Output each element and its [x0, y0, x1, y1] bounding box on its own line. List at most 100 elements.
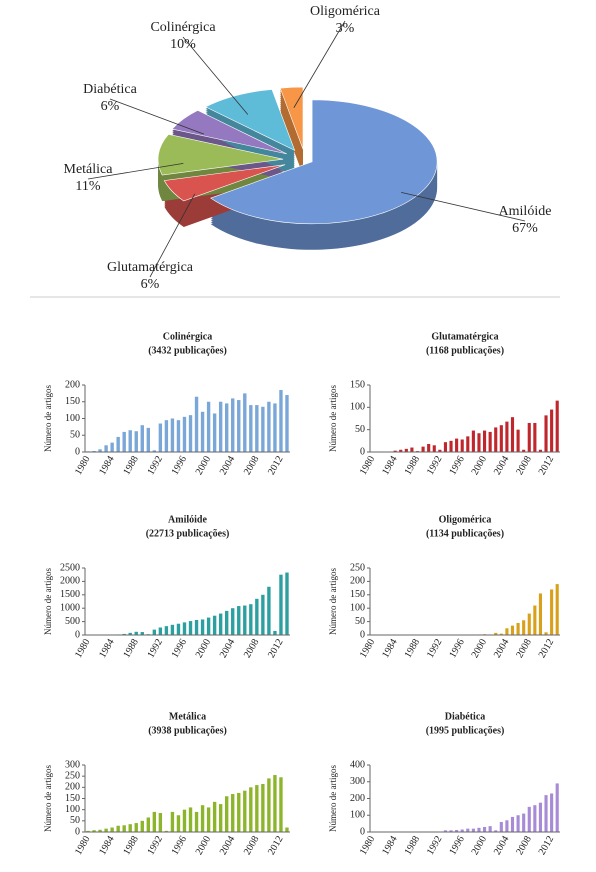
y-tick-label: 50	[70, 430, 80, 441]
y-tick-label: 250	[350, 562, 365, 573]
y-tick-label: 100	[350, 402, 365, 413]
bar	[110, 442, 114, 452]
bar	[134, 631, 138, 635]
bar	[194, 619, 199, 635]
bar	[555, 584, 559, 635]
chart-title: Diabética	[445, 711, 486, 722]
y-tick-label: 150	[350, 379, 365, 390]
bar	[237, 792, 241, 832]
slice-label: Colinérgica	[150, 20, 216, 35]
bar	[273, 775, 277, 832]
y-tick-label: 0	[75, 826, 80, 837]
x-tick-label: 1996	[447, 834, 467, 857]
bar	[164, 830, 169, 832]
slice-value: 3%	[336, 21, 355, 36]
bar	[404, 448, 408, 452]
bar	[146, 427, 150, 452]
chart-subtitle: (1995 publicações)	[426, 725, 505, 736]
bar	[146, 817, 150, 832]
bar	[122, 633, 126, 635]
x-tick-label: 2000	[194, 637, 214, 660]
x-tick-label: 2008	[242, 834, 262, 857]
bar	[505, 820, 509, 832]
bar	[255, 598, 259, 635]
bar	[273, 403, 277, 452]
bar	[267, 401, 271, 452]
bar	[212, 801, 217, 832]
chart-subtitle: (3938 publicações)	[148, 725, 227, 736]
bar	[212, 615, 217, 635]
bar	[200, 805, 205, 832]
bar	[544, 632, 548, 635]
bar	[176, 420, 181, 452]
bar	[273, 630, 277, 635]
bar	[522, 813, 526, 832]
x-tick-label: 1988	[403, 834, 423, 857]
slice-label: Amilóide	[499, 204, 552, 219]
slice-value: 6%	[141, 277, 160, 292]
bar	[449, 440, 453, 452]
bar	[421, 446, 425, 452]
bar	[267, 778, 271, 832]
bar	[516, 815, 520, 832]
chart-title: Amilóide	[168, 514, 207, 525]
bar	[158, 813, 163, 832]
bar	[110, 827, 114, 832]
chart-title: Oligomérica	[439, 514, 492, 525]
y-tick-label: 50	[355, 424, 365, 435]
x-tick-label: 1980	[358, 834, 378, 857]
bar	[279, 390, 283, 452]
x-tick-label: 1980	[358, 454, 378, 477]
x-tick-label: 2004	[492, 637, 512, 660]
slice-value: 6%	[101, 99, 120, 114]
x-tick-label: 2008	[514, 637, 534, 660]
x-tick-label: 2012	[266, 834, 286, 857]
bar	[533, 605, 537, 635]
leader-line	[87, 162, 184, 180]
x-tick-label: 2008	[514, 454, 534, 477]
bar	[482, 430, 487, 452]
chart-subtitle: (3432 publicações)	[148, 345, 227, 356]
bar	[432, 445, 436, 452]
bar	[188, 621, 193, 635]
x-tick-label: 1992	[145, 834, 165, 857]
x-tick-label: 1988	[121, 834, 141, 857]
bar	[182, 622, 187, 635]
x-tick-label: 2000	[470, 637, 490, 660]
leader-line	[182, 36, 249, 115]
bar	[255, 405, 259, 452]
x-tick-label: 1992	[425, 454, 445, 477]
bar	[225, 403, 229, 452]
bar	[98, 829, 102, 832]
bar	[225, 796, 229, 832]
slice	[204, 89, 296, 151]
x-tick-label: 2000	[470, 834, 490, 857]
bar	[261, 783, 265, 832]
slice-label: Glutamatérgica	[107, 260, 194, 275]
y-tick-label: 500	[65, 616, 80, 627]
bar	[218, 401, 223, 452]
bar	[249, 405, 253, 452]
bar	[427, 443, 431, 452]
bar	[158, 423, 163, 452]
bar	[550, 409, 554, 452]
y-tick-label: 50	[70, 815, 80, 826]
bar	[170, 811, 175, 832]
bar	[188, 415, 193, 452]
bar	[231, 398, 235, 452]
bar	[237, 400, 241, 452]
bar	[164, 626, 169, 635]
bar	[510, 417, 515, 452]
y-tick-label: 100	[350, 602, 365, 613]
y-tick-label: 50	[355, 616, 365, 627]
y-tick-label: 200	[65, 379, 80, 390]
bar	[455, 829, 459, 832]
y-tick-label: 0	[360, 826, 365, 837]
x-tick-label: 1992	[425, 637, 445, 660]
x-tick-label: 2008	[514, 834, 534, 857]
x-tick-label: 2012	[537, 834, 557, 857]
bar	[128, 824, 132, 832]
bar	[212, 413, 217, 452]
y-tick-label: 100	[350, 810, 365, 821]
x-tick-label: 2004	[218, 454, 238, 477]
